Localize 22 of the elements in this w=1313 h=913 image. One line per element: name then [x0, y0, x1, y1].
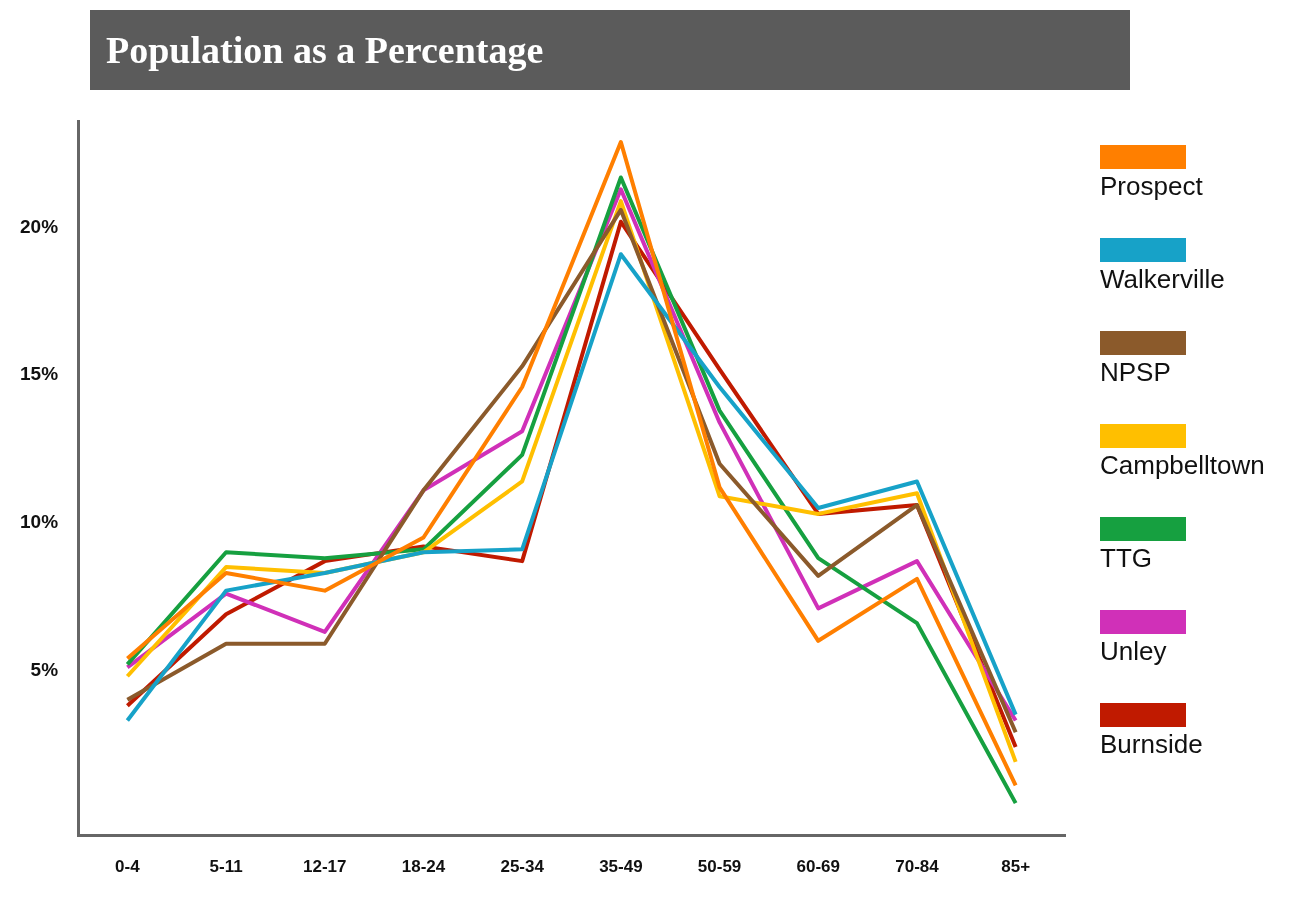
legend-label: Prospect: [1100, 171, 1204, 202]
y-tick-label: 15%: [20, 363, 59, 385]
chart-title: Population as a Percentage: [90, 10, 1130, 90]
legend-label: NPSP: [1100, 357, 1172, 388]
y-tick-label: 10%: [20, 511, 59, 532]
x-tick-label: 85+: [1001, 857, 1031, 877]
x-tick-label: 70-84: [895, 857, 940, 877]
x-tick-label: 50-59: [697, 857, 742, 877]
legend-label: Unley: [1100, 636, 1168, 667]
x-tick-label: 60-69: [796, 857, 840, 877]
x-tick-label: 18-24: [401, 857, 446, 877]
x-tick-label: 12-17: [303, 857, 347, 877]
legend-label: TTG: [1100, 543, 1153, 574]
x-tick-label: 35-49: [599, 857, 643, 877]
y-tick-label: 20%: [20, 215, 59, 237]
x-tick-label: 25-34: [500, 857, 545, 877]
y-tick-label: 5%: [30, 658, 59, 680]
legend-label: Walkerville: [1100, 264, 1226, 295]
legend-label: Campbelltown: [1100, 450, 1265, 481]
x-tick-label: 5-11: [209, 857, 243, 877]
legend-label: Burnside: [1100, 729, 1204, 760]
x-tick-label: 0-4: [115, 857, 141, 877]
